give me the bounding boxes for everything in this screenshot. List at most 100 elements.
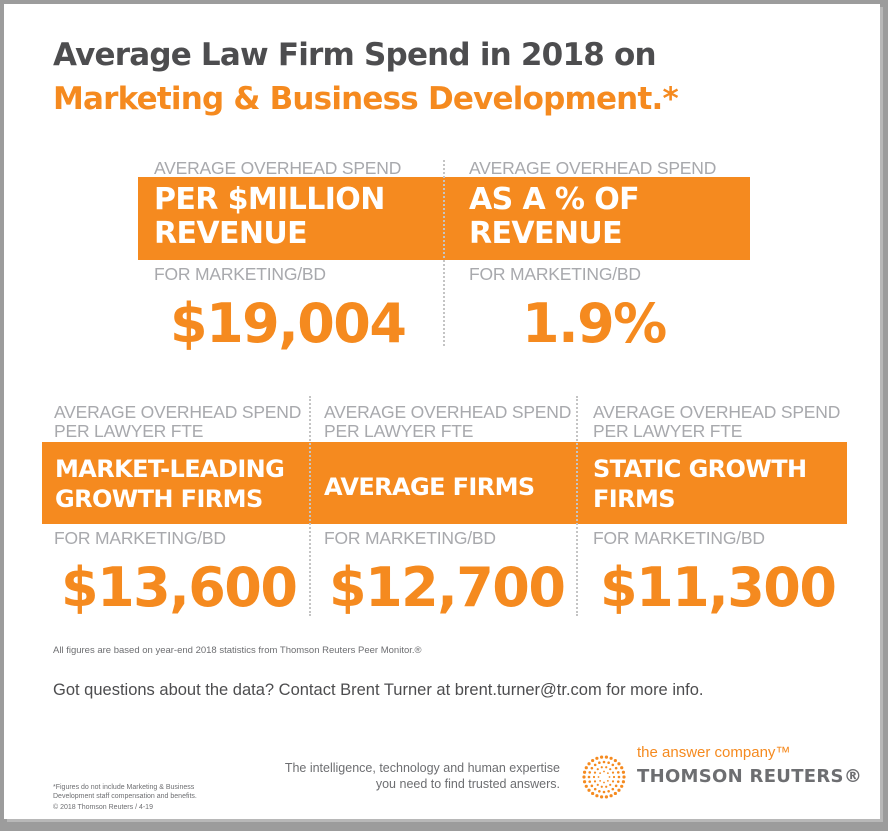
tagline-line-1: The intelligence, technology and human e… xyxy=(284,761,560,775)
footnote-line-1: *Figures do not include Marketing & Busi… xyxy=(53,784,195,791)
title-line-1: Average Law Firm Spend in 2018 on xyxy=(53,37,657,73)
logo-dot xyxy=(604,755,609,759)
metric-static-value: $11,300 xyxy=(600,556,837,619)
metric-leading-bar-line-1: MARKET-LEADING xyxy=(55,455,285,483)
metric-revenue-value: $19,004 xyxy=(170,292,407,355)
metric-static-post-label: FOR MARKETING/BD xyxy=(593,528,765,548)
logo-dot xyxy=(617,788,621,792)
logo-dot xyxy=(602,790,606,794)
logo-dot xyxy=(584,766,588,770)
logo-dot xyxy=(608,776,611,778)
logo-dot xyxy=(599,779,602,782)
logo-dot xyxy=(587,788,591,792)
logo-dot xyxy=(593,771,597,774)
logo-dot xyxy=(582,780,587,784)
metric-leading-pre-label-1: AVERAGE OVERHEAD SPEND xyxy=(54,402,302,422)
metric-percent-post-label: FOR MARKETING/BD xyxy=(469,264,641,284)
title-line-2: Marketing & Business Development.* xyxy=(53,81,679,117)
logo-dot xyxy=(588,780,592,783)
logo-dot xyxy=(603,781,605,784)
metric-leading-value: $13,600 xyxy=(61,556,298,619)
metric-average-bar-line-1: AVERAGE FIRMS xyxy=(324,473,535,501)
logo-dot xyxy=(603,770,605,773)
logo-dot xyxy=(595,756,599,760)
logo-dot xyxy=(600,785,603,788)
metric-revenue-bar-line-1: PER $MILLION xyxy=(154,182,385,217)
metric-average-value: $12,700 xyxy=(329,556,566,619)
logo-dot xyxy=(611,780,615,783)
logo-dot xyxy=(591,791,595,796)
metric-revenue-pre-label: AVERAGE OVERHEAD SPEND xyxy=(154,158,402,178)
logo-dot xyxy=(584,784,588,788)
metric-static-pre-label-1: AVERAGE OVERHEAD SPEND xyxy=(593,402,841,422)
metric-revenue-post-label: FOR MARKETING/BD xyxy=(154,264,326,284)
bottom-orange-banner xyxy=(42,442,847,524)
logo-dot xyxy=(590,784,594,788)
logo-dot xyxy=(606,779,609,782)
logo-dot xyxy=(609,783,612,786)
tagline-line-2: you need to find trusted answers. xyxy=(375,777,560,791)
logo-dot xyxy=(590,766,594,770)
metric-leading-bar-line-2: GROWTH FIRMS xyxy=(55,485,263,513)
logo-dot xyxy=(598,789,601,793)
copyright: © 2018 Thomson Reuters / 4-19 xyxy=(53,804,153,811)
bottom-divider-2 xyxy=(576,396,578,616)
logo-dot xyxy=(611,771,615,774)
logo-dot xyxy=(614,766,618,770)
thomson-reuters-logo-icon xyxy=(582,755,626,799)
logo-dot xyxy=(592,775,596,779)
logo-dot xyxy=(593,763,597,767)
logo-dot xyxy=(605,766,608,769)
logo-dot xyxy=(582,770,587,774)
logo-dot xyxy=(620,766,624,770)
metric-average-pre-label-2: PER LAWYER FTE xyxy=(324,421,474,441)
logo-dot xyxy=(620,784,624,788)
logo-dot xyxy=(593,780,597,783)
source-note: All figures are based on year-end 2018 s… xyxy=(53,645,422,656)
logo-dot xyxy=(617,762,621,766)
logo-dot xyxy=(602,760,606,764)
logo-dot xyxy=(593,787,597,791)
contact-line: Got questions about the data? Contact Br… xyxy=(53,681,704,699)
logo-dot xyxy=(587,775,591,779)
metric-leading-pre-label-2: PER LAWYER FTE xyxy=(54,421,204,441)
metric-average-pre-label-1: AVERAGE OVERHEAD SPEND xyxy=(324,402,572,422)
logo-dot xyxy=(609,756,613,760)
logo-dot xyxy=(621,770,626,774)
brand-name: THOMSON REUTERS® xyxy=(637,766,863,787)
logo-dot xyxy=(621,780,626,784)
logo-dot xyxy=(591,758,595,763)
logo-dot xyxy=(600,766,603,769)
logo-dot xyxy=(613,791,617,796)
logo-dot xyxy=(599,772,602,775)
footnote-line-2: Development staff compensation and benef… xyxy=(53,793,197,800)
logo-dot xyxy=(596,768,599,771)
logo-dot xyxy=(599,755,604,759)
brand-slogan: the answer company™ xyxy=(637,744,791,761)
metric-static-bar-line-1: STATIC GROWTH xyxy=(593,455,807,483)
logo-dot xyxy=(616,780,620,783)
logo-dot xyxy=(595,794,599,798)
logo-dot xyxy=(613,758,617,763)
logo-dot xyxy=(582,775,586,779)
metric-percent-pre-label: AVERAGE OVERHEAD SPEND xyxy=(469,158,717,178)
logo-dot xyxy=(588,771,592,774)
logo-dot xyxy=(609,794,613,798)
logo-dot xyxy=(616,771,620,774)
logo-dot xyxy=(597,776,600,778)
logo-dot xyxy=(611,763,615,767)
metric-leading-post-label: FOR MARKETING/BD xyxy=(54,528,226,548)
bottom-divider-1 xyxy=(309,396,311,616)
metric-static-pre-label-2: PER LAWYER FTE xyxy=(593,421,743,441)
logo-dot xyxy=(609,768,612,771)
logo-dot xyxy=(605,785,608,788)
logo-dot xyxy=(598,761,601,765)
metric-percent-bar-line-2: REVENUE xyxy=(469,216,623,251)
logo-dot xyxy=(587,762,591,766)
logo-dot xyxy=(611,787,615,791)
logo-dot xyxy=(617,775,621,779)
infographic-page: Average Law Firm Spend in 2018 on Market… xyxy=(4,4,880,819)
logo-dot xyxy=(599,795,604,799)
logo-dot xyxy=(606,772,609,775)
logo-dot xyxy=(604,795,609,799)
